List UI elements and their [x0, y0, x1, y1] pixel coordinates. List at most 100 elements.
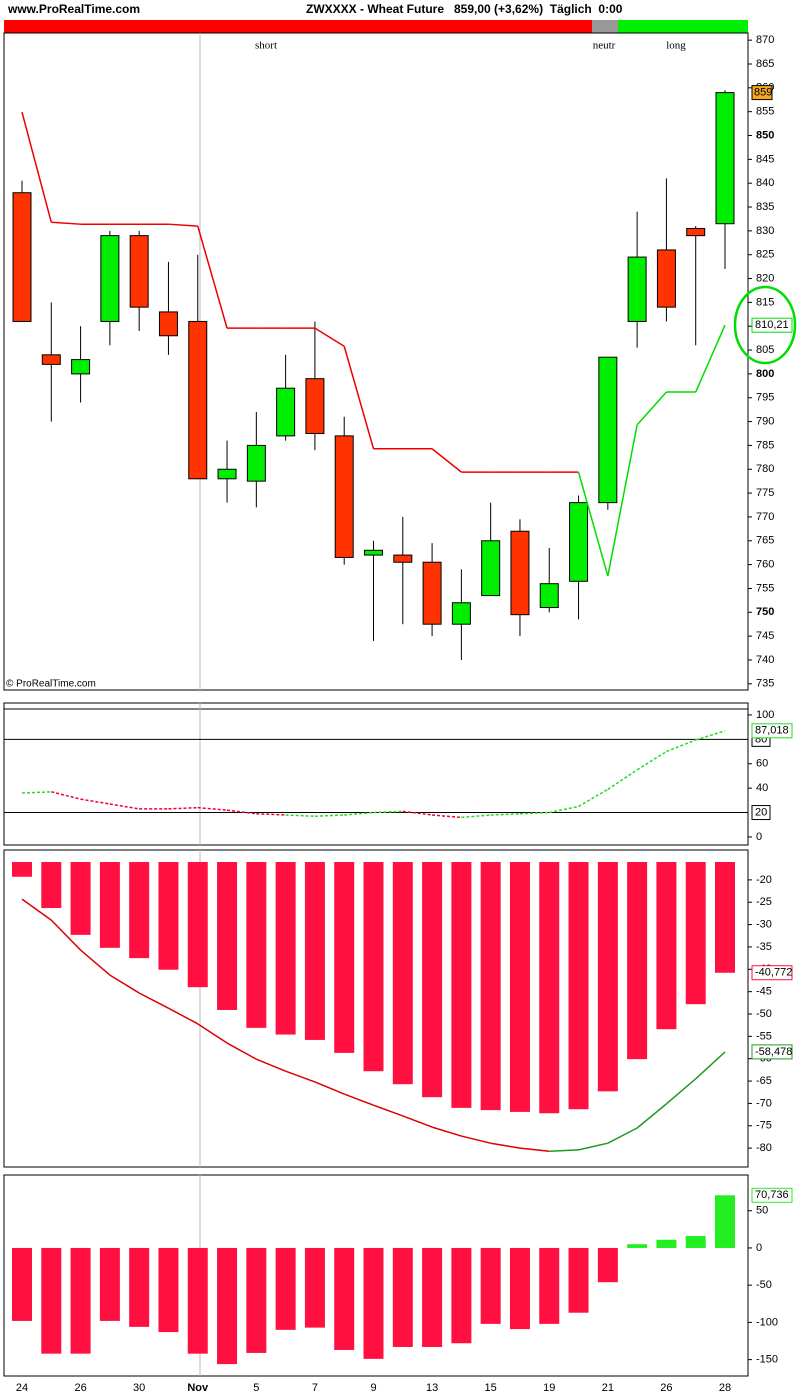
candle-body [539, 583, 559, 609]
bar [685, 1236, 706, 1248]
last-price-tag [751, 85, 773, 101]
candle-body [41, 354, 61, 365]
line-segment [461, 1135, 491, 1144]
value-tag [751, 1044, 793, 1060]
line-segment [226, 809, 257, 815]
level-tag [751, 805, 771, 821]
status-label: short [255, 40, 277, 52]
bar [158, 862, 179, 970]
line-segment [80, 949, 111, 976]
line-segment [402, 810, 433, 816]
bar [99, 1247, 120, 1321]
y-tick-label: 780 [756, 463, 774, 475]
bar [246, 1247, 267, 1353]
line-segment [197, 1023, 228, 1044]
line-segment [490, 813, 520, 816]
line-segment [695, 324, 726, 393]
bar [12, 862, 32, 877]
candle-body [510, 530, 530, 616]
y-tick-label: -20 [756, 874, 772, 886]
bar [715, 1195, 735, 1248]
value-tag-label: 810,21 [755, 319, 789, 331]
candle-body [188, 320, 208, 480]
bar [70, 862, 91, 935]
bar [217, 862, 238, 1010]
candle-body [627, 256, 647, 322]
bar [363, 862, 384, 1072]
line-segment [197, 225, 228, 329]
bar [392, 862, 413, 1085]
line-segment [607, 769, 638, 790]
bar [627, 1244, 648, 1248]
y-tick-label: 870 [756, 34, 774, 46]
status-label: long [666, 40, 686, 52]
line-segment [21, 791, 52, 794]
bar [334, 1247, 355, 1350]
line-segment [461, 814, 491, 819]
line-segment [314, 1081, 345, 1095]
bar [509, 1247, 530, 1330]
status-long [618, 20, 748, 33]
candle-body [217, 468, 237, 480]
y-tick-label: 50 [756, 1205, 768, 1217]
y-tick-label: 760 [756, 559, 774, 571]
candle-body [12, 192, 32, 322]
line-segment [665, 1078, 697, 1105]
candle-body [100, 235, 120, 322]
line-segment [168, 806, 198, 810]
highlight-circle [733, 285, 797, 365]
line-segment [432, 814, 462, 819]
y-tick-label: 790 [756, 415, 774, 427]
panel-frame [3, 1174, 749, 1377]
bar [480, 862, 501, 1111]
y-tick-label: -30 [756, 918, 772, 930]
status-label: neutr [593, 40, 616, 52]
y-tick-label: 815 [756, 296, 774, 308]
line-segment [666, 739, 696, 753]
y-tick-label: 845 [756, 153, 774, 165]
y-tick-label: -55 [756, 1030, 772, 1042]
y-tick-label: 765 [756, 535, 774, 547]
x-tick-label: 19 [543, 1382, 555, 1394]
line-segment [168, 223, 198, 227]
y-tick-label: 735 [756, 678, 774, 690]
line-segment [549, 805, 579, 814]
y-tick-label: 100 [756, 709, 774, 721]
x-tick-label: 28 [719, 1382, 731, 1394]
value-tag-label: -40,772 [755, 967, 792, 979]
y-tick-label: -50 [756, 1279, 772, 1291]
bar [334, 862, 355, 1053]
line-segment [226, 1042, 257, 1060]
panel-frame [3, 32, 749, 691]
candle-body [246, 444, 266, 482]
y-tick-label: -100 [756, 1316, 778, 1328]
line-segment [314, 327, 345, 347]
bar [158, 1247, 179, 1333]
bar [99, 862, 120, 948]
panel-frame [3, 849, 749, 1168]
y-tick-label: -65 [756, 1075, 772, 1087]
y-tick-label: -45 [756, 986, 772, 998]
candle-body [451, 602, 471, 625]
y-tick-label: 60 [756, 758, 768, 770]
value-tag-label: 70,736 [755, 1189, 789, 1201]
y-tick-label: 850 [756, 129, 774, 141]
y-tick-label: 865 [756, 58, 774, 70]
bar [422, 862, 443, 1098]
y-tick-label: -80 [756, 1142, 772, 1154]
line-segment [50, 919, 82, 951]
x-tick-label: 9 [370, 1382, 376, 1394]
x-tick-label: 7 [312, 1382, 318, 1394]
y-tick-label: 840 [756, 177, 774, 189]
y-tick-label: 785 [756, 439, 774, 451]
chart-title: ZWXXXX - Wheat Future 859,00 (+3,62%) Tä… [306, 2, 623, 16]
bar [451, 1247, 472, 1344]
line-segment [578, 1142, 609, 1151]
y-tick-label: 750 [756, 606, 774, 618]
line-segment [168, 1007, 199, 1025]
candle-body [71, 359, 91, 375]
value-tag [751, 965, 793, 981]
x-tick-label: 15 [485, 1382, 497, 1394]
line-segment [343, 346, 375, 449]
